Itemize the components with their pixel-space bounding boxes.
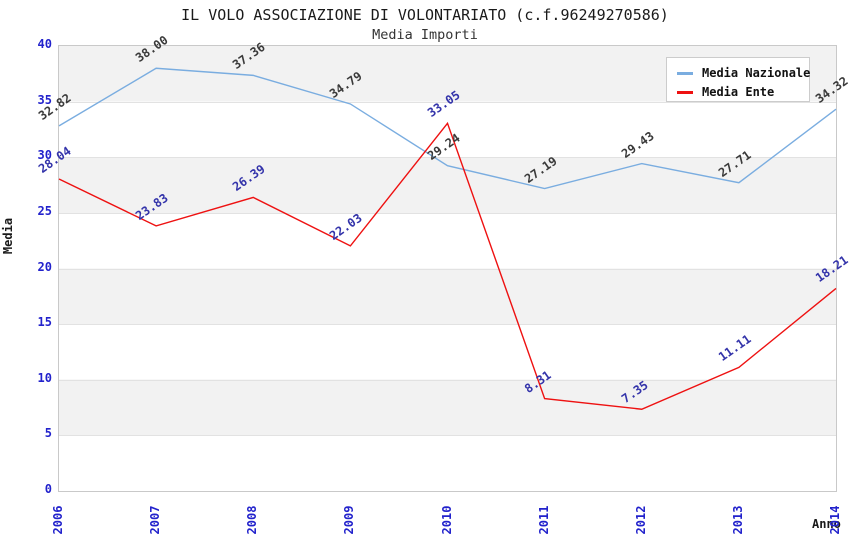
chart-title: IL VOLO ASSOCIAZIONE DI VOLONTARIATO (c.… (181, 6, 669, 24)
ente-line-swatch-icon (677, 90, 693, 94)
x-axis-tick-label: 2013 (730, 505, 745, 535)
gridline (59, 101, 836, 103)
legend-label: Media Nazionale (702, 66, 811, 80)
y-axis-tick-label: 30 (37, 148, 52, 163)
y-axis-tick-label: 10 (37, 370, 52, 385)
legend-box: Media Nazionale Media Ente (666, 57, 810, 102)
x-axis-tick-label: 2011 (536, 505, 551, 535)
x-axis-tick-label: 2009 (342, 505, 357, 535)
x-axis-tick-label: 2006 (51, 505, 65, 535)
y-axis-tick-label: 35 (37, 92, 52, 107)
chart-series-canvas (58, 67, 837, 410)
nazionale-line-swatch-icon (677, 71, 693, 75)
y-axis-title: Media (1, 217, 15, 255)
x-axis-tick-label: 2007 (148, 505, 163, 535)
y-axis-tick-label: 5 (44, 426, 52, 441)
legend-label: Media Ente (702, 85, 775, 99)
y-axis-tick-label: 20 (37, 259, 52, 274)
x-axis-tick-label: 2008 (245, 505, 260, 535)
gridline (59, 157, 836, 159)
y-axis-tick-label: 40 (37, 37, 52, 51)
y-axis-tick-label: 0 (44, 482, 52, 496)
series-line-media-nazionale (58, 67, 837, 190)
gridline (59, 212, 836, 214)
x-axis-title: Anno (812, 517, 841, 531)
y-axis-tick-label: 25 (37, 203, 52, 218)
series-line-media-ente (58, 121, 837, 410)
x-axis-tick-label: 2012 (633, 505, 648, 535)
x-axis-tick-label: 2010 (439, 505, 454, 535)
gridline (59, 268, 836, 270)
y-axis-tick-label: 15 (37, 315, 52, 330)
x-axis-tick-label: 2014 (828, 505, 842, 535)
gridline (59, 435, 836, 437)
plot-area: 32.82 38.00 37.36 34.79 29.24 27.19 29.43 27.71… (36, 33, 850, 492)
legend-item-media-ente: Media Ente (677, 84, 809, 100)
chart-subtitle: Media Importi (372, 27, 478, 43)
gridline (59, 324, 836, 326)
gridline (59, 379, 836, 381)
legend-item-media-nazionale: Media Nazionale (677, 65, 811, 81)
